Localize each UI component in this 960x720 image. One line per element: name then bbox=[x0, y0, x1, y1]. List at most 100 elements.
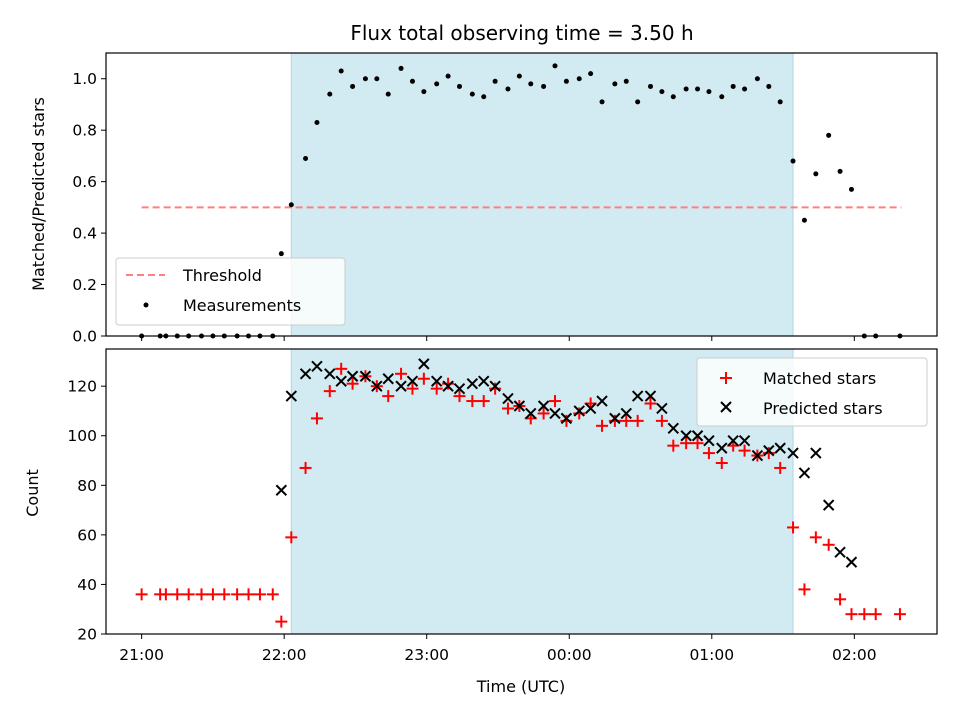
matched-point bbox=[822, 538, 835, 551]
predicted-point bbox=[324, 368, 336, 380]
matched-point bbox=[382, 390, 395, 403]
predicted-point bbox=[371, 380, 383, 392]
measurement-point bbox=[374, 76, 380, 82]
x-tick-label: 21:00 bbox=[119, 646, 164, 664]
predicted-point bbox=[703, 434, 715, 447]
measurement-point bbox=[683, 86, 689, 92]
top-y-tick-label: 1.0 bbox=[72, 70, 97, 88]
matched-point bbox=[406, 382, 419, 395]
predicted-point bbox=[680, 430, 692, 442]
predicted-point bbox=[798, 467, 811, 479]
measurement-point bbox=[563, 78, 569, 84]
predicted-point bbox=[810, 447, 822, 459]
matched-point bbox=[573, 407, 586, 420]
measurement-point bbox=[469, 91, 475, 97]
bottom-legend: Matched stars Predicted stars bbox=[696, 357, 928, 427]
top-y-tick-label: 0.8 bbox=[72, 122, 97, 140]
measurement-point bbox=[790, 158, 796, 164]
predicted-point bbox=[395, 380, 407, 392]
measurement-point bbox=[398, 65, 404, 71]
predicted-point bbox=[275, 484, 288, 496]
measurement-point bbox=[528, 81, 534, 87]
matched-point bbox=[501, 402, 514, 415]
matched-point bbox=[560, 414, 573, 427]
measurement-point bbox=[599, 99, 605, 105]
predicted-point bbox=[727, 434, 739, 447]
predicted-point bbox=[335, 375, 347, 387]
top-x-ticks bbox=[141, 336, 855, 341]
matched-point bbox=[489, 382, 502, 395]
predicted-point bbox=[667, 422, 680, 435]
matched-point bbox=[323, 385, 336, 398]
predicted-point bbox=[656, 402, 668, 415]
top-y-tick-label: 0.6 bbox=[72, 173, 97, 191]
bot-y-tick-label: 80 bbox=[77, 477, 97, 495]
measurement-point bbox=[777, 99, 783, 105]
top-legend: Threshold Measurements bbox=[115, 257, 346, 326]
predicted-point bbox=[311, 360, 323, 373]
matched-point bbox=[442, 377, 455, 390]
matched-point bbox=[253, 588, 266, 601]
predicted-point bbox=[691, 430, 704, 442]
x-tick-label: 22:00 bbox=[262, 646, 307, 664]
measurement-point bbox=[456, 83, 462, 89]
top-observing-window bbox=[290, 52, 794, 337]
measurement-point bbox=[730, 83, 736, 89]
measurement-point bbox=[837, 168, 843, 174]
top-y-tick-label: 0.0 bbox=[72, 328, 97, 346]
measurement-point bbox=[350, 83, 356, 89]
predicted-point bbox=[478, 375, 490, 387]
matched-point bbox=[596, 419, 609, 432]
predicted-point bbox=[609, 412, 621, 425]
chart-title: Flux total observing time = 3.50 h bbox=[350, 21, 693, 45]
x-axis-label: Time (UTC) bbox=[476, 677, 565, 696]
matched-point bbox=[466, 395, 479, 408]
measurement-point bbox=[754, 76, 760, 82]
predicted-point bbox=[406, 375, 419, 387]
measurement-point bbox=[385, 91, 391, 97]
predicted-point bbox=[584, 402, 597, 415]
bot-y-tick-label: 100 bbox=[67, 427, 97, 445]
matched-point bbox=[395, 367, 408, 380]
legend-measurements-swatch bbox=[143, 302, 149, 308]
predicted-point bbox=[537, 400, 550, 412]
matched-point bbox=[430, 382, 443, 395]
matched-point bbox=[135, 588, 148, 601]
matched-point bbox=[548, 395, 561, 408]
matched-point bbox=[631, 414, 644, 427]
matched-point bbox=[774, 461, 787, 474]
measurement-point bbox=[314, 119, 320, 125]
matched-point bbox=[242, 588, 255, 601]
matched-point bbox=[655, 414, 668, 427]
matched-point bbox=[620, 414, 633, 427]
matched-point bbox=[335, 362, 348, 375]
predicted-point bbox=[834, 546, 846, 558]
measurement-point bbox=[647, 83, 653, 89]
predicted-point bbox=[430, 375, 443, 387]
predicted-point bbox=[644, 390, 657, 402]
matched-point bbox=[667, 439, 680, 452]
matched-point bbox=[218, 588, 231, 601]
legend-matched-label: Matched stars bbox=[763, 369, 876, 388]
measurement-point bbox=[434, 81, 440, 87]
measurement-point bbox=[327, 91, 333, 97]
bottom-panel: 21:00 22:00 23:00 00:00 01:00 02:00 20 40 60 80 1… bbox=[23, 348, 938, 696]
predicted-point bbox=[774, 442, 786, 454]
measurement-point bbox=[719, 94, 725, 100]
predicted-point bbox=[787, 447, 799, 459]
predicted-point bbox=[822, 499, 835, 511]
measurement-point bbox=[288, 202, 294, 208]
measurement-point bbox=[695, 86, 701, 92]
predicted-point bbox=[382, 373, 394, 385]
legend-predicted-label: Predicted stars bbox=[763, 399, 883, 418]
matched-point bbox=[715, 457, 728, 469]
bottom-y-axis-label: Count bbox=[23, 469, 42, 517]
measurement-point bbox=[409, 78, 415, 84]
matched-point bbox=[182, 588, 195, 601]
top-y-tick-label: 0.2 bbox=[72, 276, 97, 294]
measurement-point bbox=[505, 86, 511, 92]
predicted-point bbox=[502, 392, 514, 405]
matched-point bbox=[738, 444, 751, 457]
measurement-point bbox=[659, 89, 665, 95]
matched-point bbox=[171, 588, 184, 601]
